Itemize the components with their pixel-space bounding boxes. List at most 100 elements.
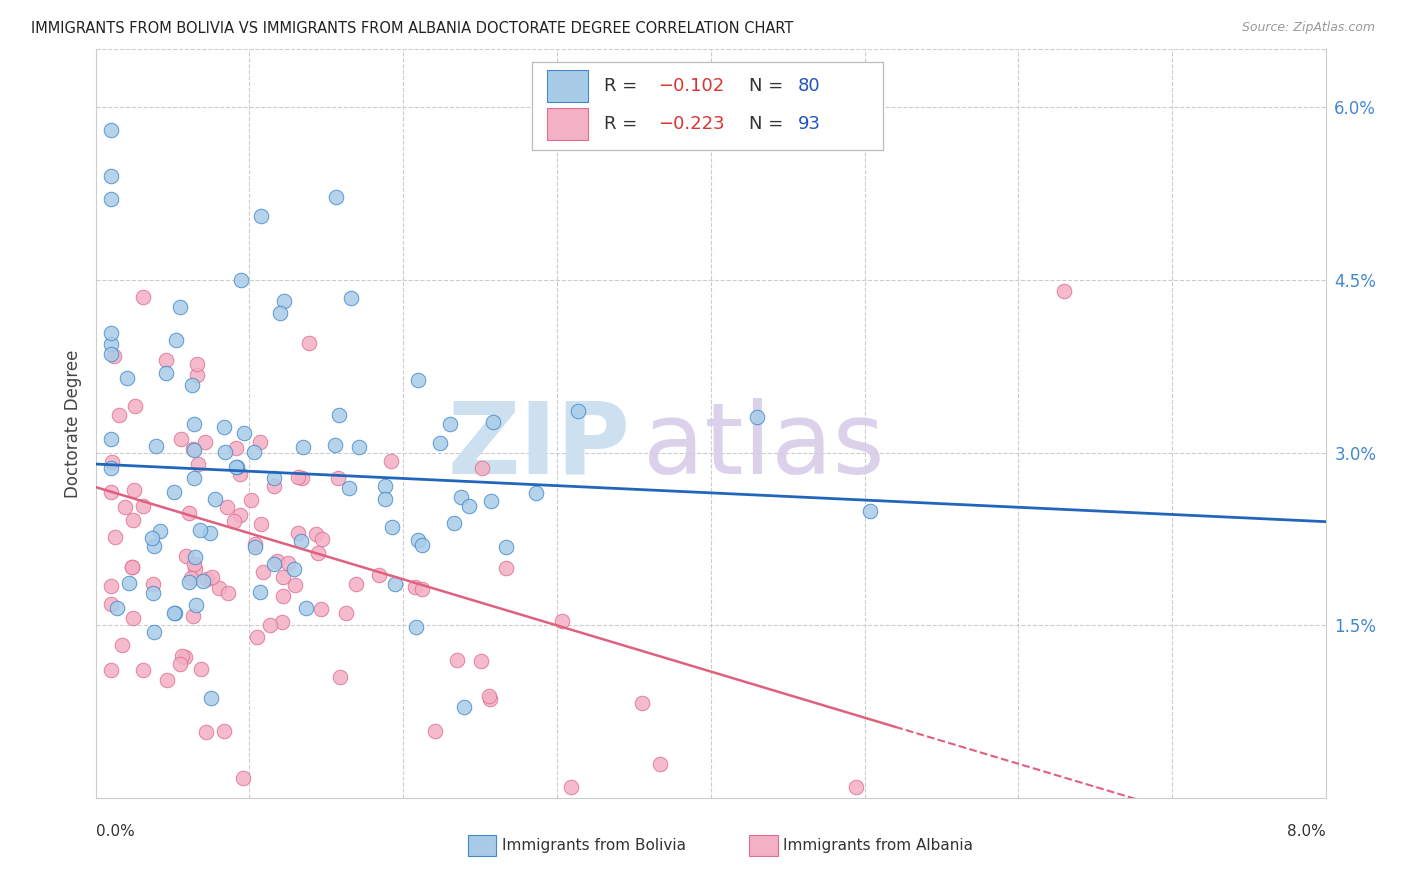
Point (271, 570, 294, 584)
Point (186, 357, 208, 371)
Point (374, 479, 396, 493)
FancyBboxPatch shape (547, 108, 588, 140)
Point (100, 597, 122, 611)
Point (100, 461, 122, 475)
Point (291, 471, 314, 485)
Point (271, 615, 294, 629)
Point (225, 459, 247, 474)
Point (328, 409, 350, 423)
Point (103, 349, 125, 363)
Point (450, 490, 472, 504)
Point (291, 440, 314, 454)
Point (174, 549, 197, 564)
Point (344, 576, 367, 591)
Point (100, 169, 122, 183)
Point (122, 611, 145, 625)
Point (100, 579, 122, 593)
Point (195, 725, 218, 739)
Point (100, 455, 122, 469)
Point (478, 689, 501, 703)
Text: −0.102: −0.102 (658, 77, 724, 95)
Point (100, 192, 122, 206)
Point (567, 404, 589, 418)
Point (304, 527, 326, 541)
Point (201, 570, 224, 584)
Point (170, 432, 193, 446)
FancyBboxPatch shape (547, 70, 588, 102)
Point (217, 500, 239, 515)
Point (266, 554, 288, 568)
Point (114, 500, 136, 514)
Point (229, 467, 252, 481)
Point (124, 399, 146, 413)
Point (404, 580, 426, 594)
Point (100, 326, 122, 340)
Point (384, 577, 406, 591)
Point (650, 757, 672, 772)
Point (231, 273, 253, 287)
Point (184, 549, 207, 564)
Point (100, 347, 122, 361)
Point (224, 514, 246, 528)
Point (100, 484, 122, 499)
Point (381, 520, 404, 534)
Point (249, 435, 271, 450)
Point (121, 559, 143, 574)
Point (132, 290, 155, 304)
Point (229, 508, 252, 522)
Point (115, 371, 138, 385)
Point (411, 538, 433, 552)
Point (110, 638, 132, 652)
Point (187, 457, 209, 471)
Point (183, 417, 205, 431)
Point (250, 516, 273, 531)
Point (287, 525, 309, 540)
Point (307, 546, 329, 560)
Point (269, 306, 291, 320)
Point (482, 415, 505, 429)
Point (443, 516, 465, 531)
Text: Immigrants from Bolivia: Immigrants from Bolivia (502, 838, 686, 853)
Point (183, 442, 205, 457)
Point (177, 575, 200, 590)
Point (859, 504, 882, 518)
Point (204, 491, 226, 506)
Text: atlas: atlas (643, 398, 884, 495)
Point (155, 366, 177, 380)
Point (181, 442, 204, 456)
Point (169, 300, 191, 314)
Point (335, 606, 357, 620)
Text: 8.0%: 8.0% (1286, 824, 1326, 838)
Point (198, 525, 221, 540)
Point (233, 425, 256, 440)
Point (246, 631, 269, 645)
Point (142, 576, 165, 591)
Point (252, 565, 274, 579)
Point (560, 780, 582, 794)
Point (100, 664, 122, 678)
Text: R =: R = (603, 115, 643, 133)
Point (263, 558, 285, 572)
Point (471, 461, 494, 475)
Point (121, 559, 143, 574)
Point (273, 294, 295, 309)
Point (217, 586, 239, 600)
Point (249, 209, 271, 223)
Point (163, 484, 186, 499)
Point (212, 724, 235, 739)
Point (263, 479, 285, 493)
Text: N =: N = (749, 115, 789, 133)
Point (453, 700, 475, 714)
Point (141, 531, 163, 545)
Point (143, 624, 166, 639)
Point (446, 653, 468, 667)
Point (259, 618, 281, 632)
Point (145, 439, 167, 453)
Point (108, 408, 131, 422)
Point (239, 492, 262, 507)
Point (104, 530, 127, 544)
Text: 93: 93 (799, 115, 821, 133)
Point (380, 454, 402, 468)
Point (118, 576, 141, 591)
Text: IMMIGRANTS FROM BOLIVIA VS IMMIGRANTS FROM ALBANIA DOCTORATE DEGREE CORRELATION : IMMIGRANTS FROM BOLIVIA VS IMMIGRANTS FR… (31, 21, 793, 36)
